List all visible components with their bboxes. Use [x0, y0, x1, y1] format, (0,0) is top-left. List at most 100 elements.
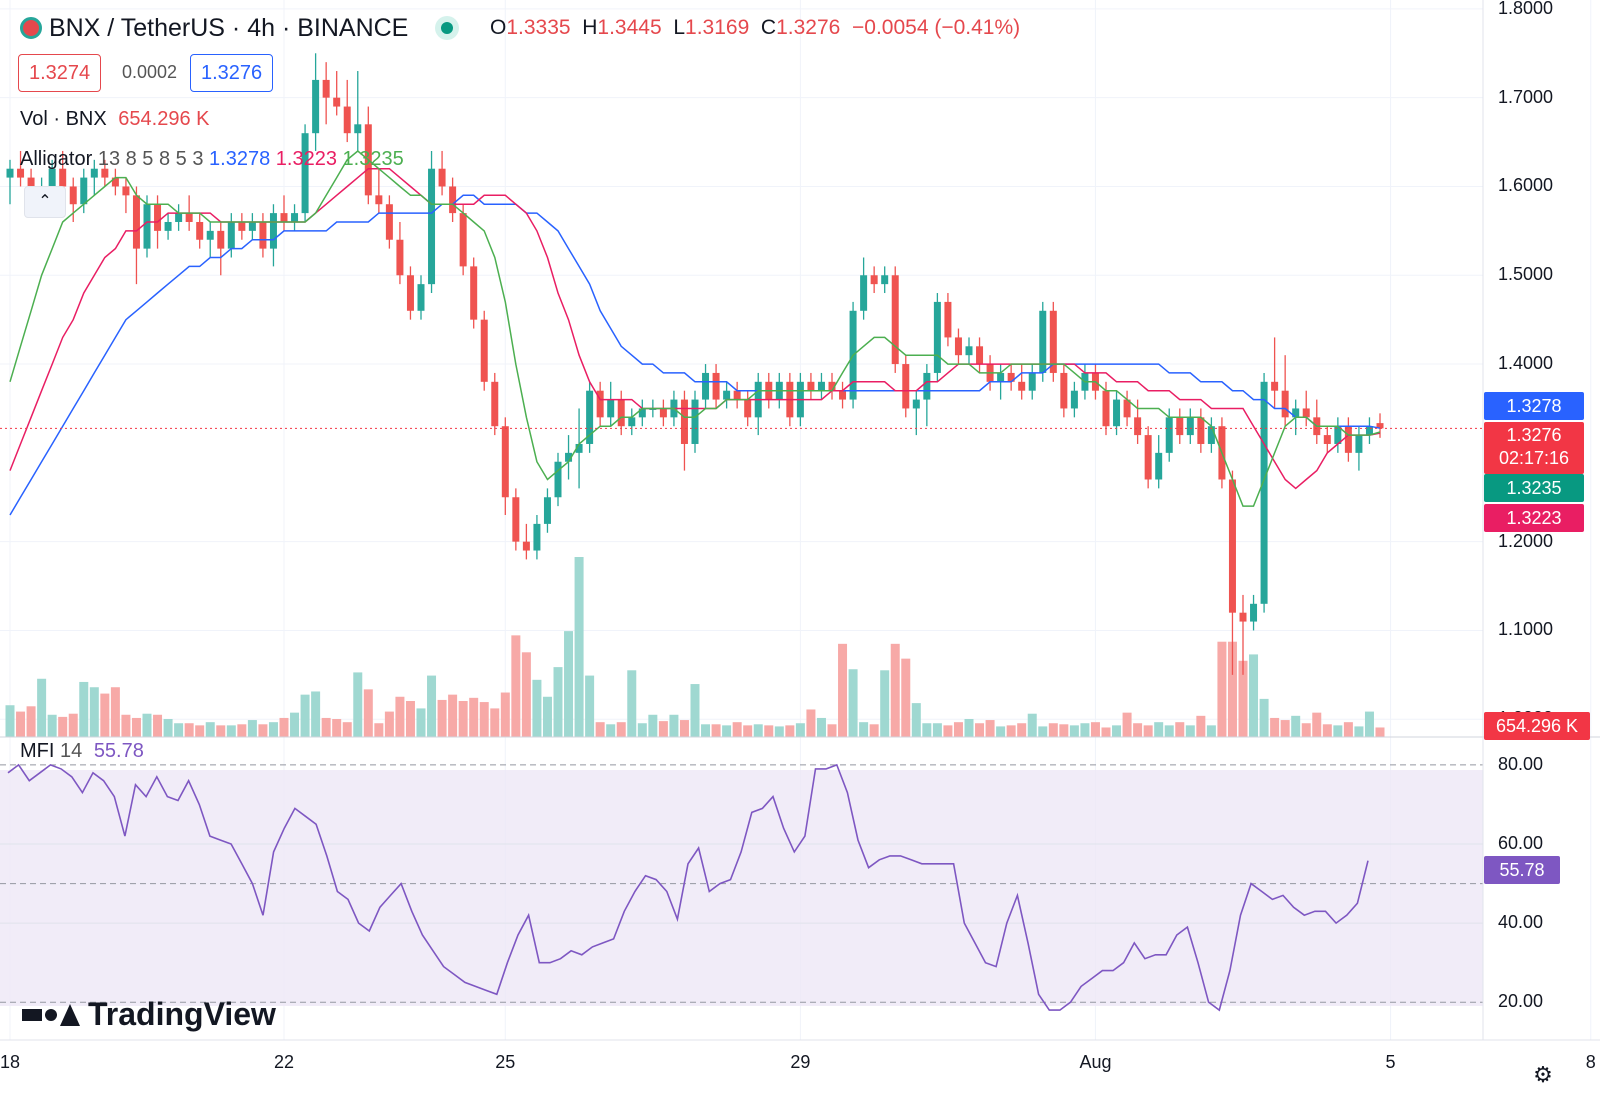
chevron-up-icon: ⌃	[38, 193, 52, 210]
candle-body	[6, 168, 14, 178]
volume-legend[interactable]: Vol · BNX 654.296 K	[20, 108, 210, 130]
volume-bar	[1206, 725, 1216, 737]
collapse-legend-button[interactable]: ⌃	[24, 186, 66, 218]
volume-bar	[943, 725, 953, 737]
alligator-lips-line	[9, 150, 1381, 507]
tradingview-mark-icon	[22, 1003, 80, 1026]
candle-body	[122, 186, 130, 196]
volume-bar	[68, 713, 78, 737]
price-tick-label: 1.1000	[1498, 619, 1554, 640]
volume-bar	[247, 720, 257, 737]
volume-bar	[395, 696, 405, 737]
candle-body	[111, 177, 119, 187]
volume-bar	[416, 708, 426, 737]
volume-bar	[1154, 722, 1164, 737]
candle-body	[175, 213, 183, 222]
volume-bar	[268, 722, 278, 737]
candle-body	[1134, 417, 1142, 436]
chart-settings-button[interactable]: ⚙	[1530, 1062, 1556, 1088]
volume-bar	[1322, 724, 1332, 737]
volume-bar	[479, 702, 489, 737]
price-tick-label: 1.6000	[1498, 175, 1554, 196]
candle-body	[185, 213, 193, 222]
candle-body	[522, 541, 530, 551]
mfi-badge: 55.78	[1484, 856, 1560, 884]
candle-body	[90, 168, 98, 178]
candle-body	[723, 390, 731, 400]
volume-bar	[1333, 725, 1343, 737]
symbol-title[interactable]: BNX / TetherUS · 4h · BINANCE	[20, 14, 454, 43]
volume-bar	[1090, 722, 1100, 737]
volume-bar	[110, 687, 120, 737]
volume-bar	[279, 717, 289, 737]
bar-countdown: 02:17:16	[1498, 448, 1570, 468]
volume-bar	[1217, 641, 1227, 737]
candle-body	[1007, 372, 1015, 382]
volume-bar	[1343, 722, 1353, 737]
candle-body	[1049, 310, 1057, 373]
buy-price-button[interactable]: 1.3276	[190, 54, 274, 92]
sell-price-button[interactable]: 1.3274	[18, 54, 102, 92]
volume-bar	[648, 714, 658, 737]
candle-body	[733, 390, 741, 400]
volume-bar	[911, 703, 921, 737]
candle-body	[912, 399, 920, 409]
candle-body	[554, 461, 562, 498]
tradingview-logo[interactable]: TradingView	[22, 996, 276, 1033]
volume-bar	[574, 557, 584, 737]
candle-body	[259, 221, 267, 249]
volume-bar	[1017, 723, 1027, 737]
volume-bar	[1259, 698, 1269, 737]
candle-body	[59, 168, 67, 187]
volume-bar	[89, 687, 99, 737]
exchange-name: BINANCE	[297, 14, 409, 42]
mfi-legend[interactable]: MFI 14 55.78	[20, 740, 144, 762]
last-price: 1.3276	[1506, 425, 1562, 445]
alligator-legend[interactable]: Alligator 13 8 5 8 5 3 1.3278 1.3223 1.3…	[20, 148, 404, 170]
candle-body	[470, 266, 478, 320]
volume-bar	[975, 723, 985, 737]
time-tick-label: Aug	[1079, 1052, 1112, 1072]
mfi-tick-label: 60.00	[1498, 833, 1544, 853]
candle-body	[459, 213, 467, 267]
price-badge: 1.3276 02:17:16	[1484, 422, 1584, 474]
volume-bar	[131, 717, 141, 737]
candle-body	[1165, 417, 1173, 453]
spread-value: 0.0002	[122, 62, 178, 82]
volume-bar	[142, 713, 152, 737]
candle-body	[428, 168, 436, 285]
volume-bar	[521, 652, 531, 737]
candle-body	[269, 213, 277, 249]
candle-body	[1250, 603, 1258, 622]
candle-body	[1028, 372, 1036, 391]
volume-bar	[795, 723, 805, 737]
volume-bar	[964, 719, 974, 737]
volume-bar	[1312, 712, 1322, 737]
gear-icon: ⚙	[1533, 1062, 1553, 1087]
candle-body	[1344, 426, 1352, 453]
candle-body	[449, 186, 457, 214]
candle-body	[933, 301, 941, 373]
volume-bar	[237, 724, 247, 737]
lips-badge: 1.3235	[1484, 474, 1584, 502]
candle-body	[80, 177, 88, 205]
candle-body	[807, 381, 815, 391]
volume-bar	[1143, 725, 1153, 737]
candle-body	[206, 230, 214, 240]
volume-bar	[405, 701, 415, 737]
volume-bar	[1196, 715, 1206, 737]
candle-body	[491, 381, 499, 427]
mfi-level-lines	[0, 764, 1483, 1003]
candle-body	[291, 213, 299, 222]
volume-bar	[1048, 723, 1058, 737]
candle-body	[343, 106, 351, 134]
symbol-name: BNX	[48, 14, 101, 42]
volume-bar	[711, 724, 721, 737]
volume-bar	[16, 711, 26, 737]
candle-body	[480, 319, 488, 382]
volume-bar	[1249, 654, 1259, 737]
volume-bar	[838, 643, 848, 737]
candle-body	[1018, 381, 1026, 391]
candle-body	[607, 399, 615, 418]
